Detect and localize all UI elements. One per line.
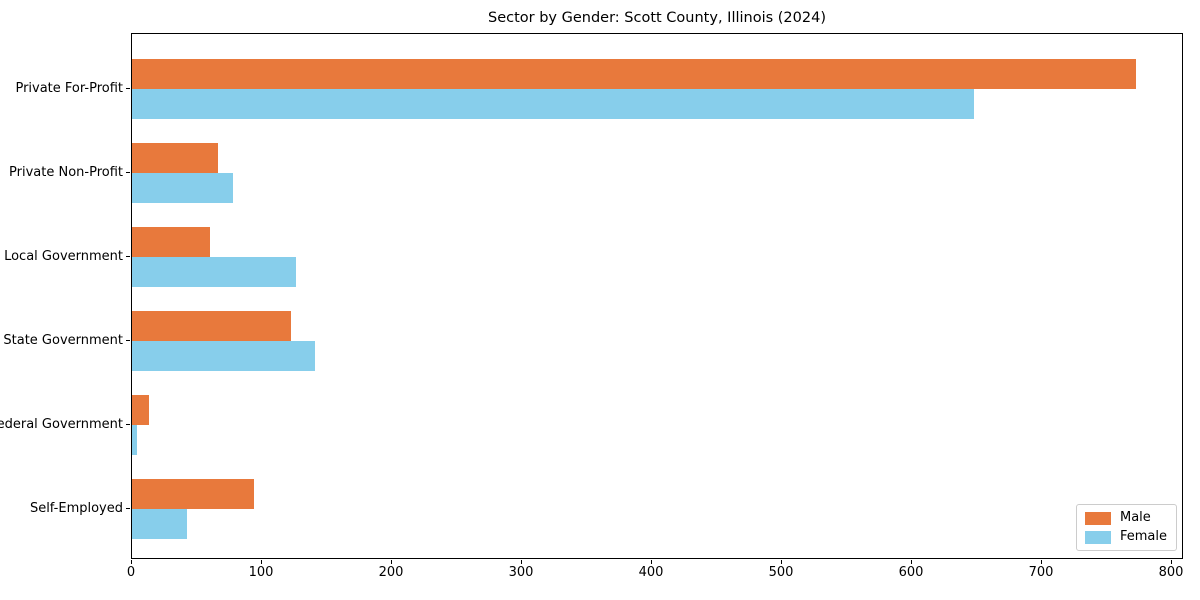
x-tick-label: 800 bbox=[1158, 565, 1184, 580]
bar-female bbox=[132, 425, 137, 455]
legend-entry-male: Male bbox=[1084, 510, 1167, 525]
x-tick-label: 200 bbox=[378, 565, 404, 580]
bar-female bbox=[132, 173, 233, 203]
x-tick-label: 300 bbox=[508, 565, 534, 580]
x-tick-label: 600 bbox=[898, 565, 924, 580]
y-axis-label: State Government bbox=[3, 333, 123, 348]
y-tick-mark bbox=[126, 424, 130, 425]
legend-entry-female: Female bbox=[1084, 529, 1167, 544]
y-axis-label: Private For-Profit bbox=[15, 81, 123, 96]
legend-swatch-female bbox=[1084, 530, 1111, 544]
y-axis-label: Local Government bbox=[4, 249, 123, 264]
bar-male bbox=[132, 479, 254, 509]
x-tick-label: 100 bbox=[248, 565, 274, 580]
x-tick-label: 700 bbox=[1028, 565, 1054, 580]
bar-female bbox=[132, 257, 296, 287]
x-tick-mark bbox=[521, 560, 522, 564]
chart-title: Sector by Gender: Scott County, Illinois… bbox=[487, 10, 826, 26]
bar-male bbox=[132, 59, 1136, 89]
y-tick-mark bbox=[126, 172, 130, 173]
bar-male bbox=[132, 395, 149, 425]
x-tick-label: 0 bbox=[126, 565, 136, 580]
x-tick-label: 500 bbox=[768, 565, 794, 580]
legend-swatch-male bbox=[1084, 511, 1111, 525]
plot-area: Male Female Private For-Profit Private No… bbox=[0, 33, 1183, 580]
x-tick-mark bbox=[1041, 560, 1042, 564]
legend-label-female: Female bbox=[1119, 529, 1167, 544]
bar-female bbox=[132, 509, 187, 539]
x-tick-label: 400 bbox=[638, 565, 664, 580]
x-tick-mark bbox=[261, 560, 262, 564]
y-axis-label: Self-Employed bbox=[29, 501, 123, 516]
legend-label-male: Male bbox=[1119, 510, 1151, 525]
bar-male bbox=[132, 143, 218, 173]
x-tick-mark bbox=[391, 560, 392, 564]
x-tick-mark bbox=[781, 560, 782, 564]
legend: Male Female bbox=[1075, 504, 1177, 551]
bar-male bbox=[132, 227, 210, 257]
bar-female bbox=[132, 89, 974, 119]
y-axis-label: Private Non-Profit bbox=[9, 165, 123, 180]
x-tick-mark bbox=[651, 560, 652, 564]
y-tick-mark bbox=[126, 256, 130, 257]
y-tick-mark bbox=[126, 340, 130, 341]
bar-male bbox=[132, 311, 291, 341]
y-axis-label: Federal Government bbox=[0, 417, 123, 432]
y-tick-mark bbox=[126, 508, 130, 509]
y-tick-mark bbox=[126, 88, 130, 89]
x-tick-mark bbox=[911, 560, 912, 564]
x-tick-mark bbox=[1171, 560, 1172, 564]
bar-female bbox=[132, 341, 315, 371]
x-tick-mark bbox=[131, 560, 132, 564]
